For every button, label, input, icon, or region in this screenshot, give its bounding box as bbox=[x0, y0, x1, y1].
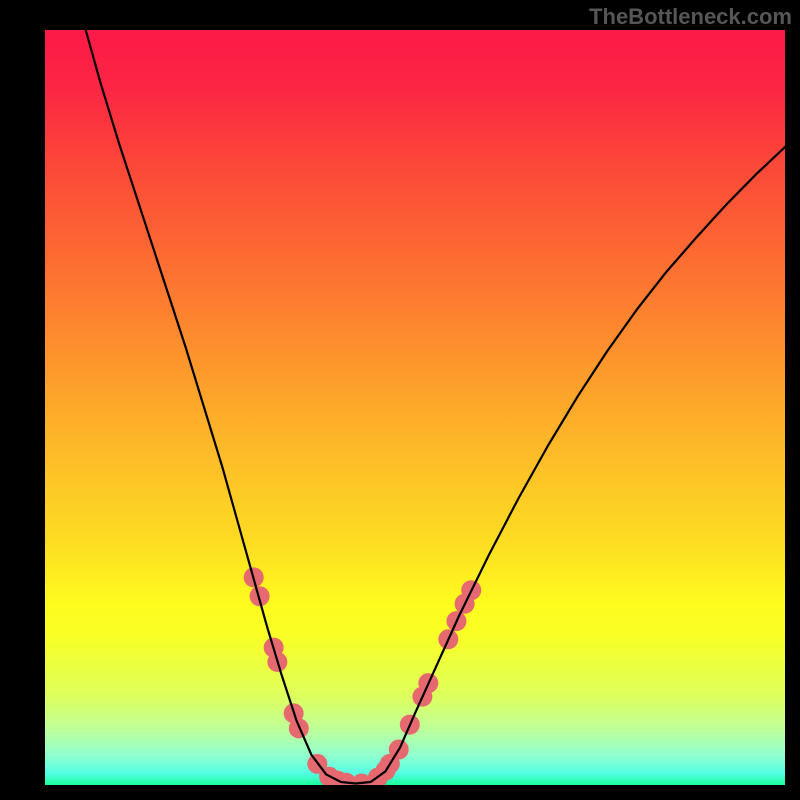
plot-area bbox=[45, 30, 785, 785]
watermark-text: TheBottleneck.com bbox=[589, 4, 792, 30]
curve-layer bbox=[45, 30, 785, 785]
bottleneck-curve bbox=[86, 30, 785, 783]
marker-group bbox=[244, 567, 482, 785]
